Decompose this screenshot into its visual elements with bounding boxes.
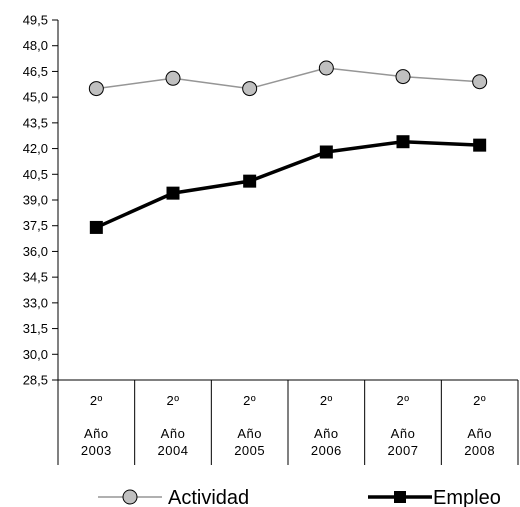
data-point-empleo [166, 186, 180, 200]
category-label: 2003 [81, 443, 112, 458]
series-lines [95, 67, 480, 230]
data-point-empleo [319, 145, 333, 159]
category-label: Año [237, 426, 262, 441]
category-label: 2º [397, 393, 410, 408]
category-label: Año [161, 426, 186, 441]
category-label: 2005 [234, 443, 265, 458]
category-labels: 2º Año 2003 2º Año 2004 2º Año 2005 2º Año 2006 2º Añ… [81, 393, 495, 458]
data-point-actividad [395, 69, 411, 85]
category-label: 2007 [388, 443, 419, 458]
y-tick-label: 33,0 [23, 295, 48, 310]
data-point-actividad [88, 81, 104, 97]
data-point-actividad [318, 60, 334, 76]
y-tick-label: 46,5 [23, 64, 48, 79]
legend-label-empleo: Empleo [433, 487, 501, 507]
data-point-empleo [243, 174, 257, 188]
y-tick-label: 36,0 [23, 244, 48, 259]
legend-item-actividad: Actividad [98, 487, 249, 507]
category-label: 2º [167, 393, 180, 408]
category-label: 2008 [464, 443, 495, 458]
y-tick-label: 49,5 [23, 13, 48, 28]
legend-label-actividad: Actividad [168, 487, 249, 507]
series-markers [88, 60, 488, 234]
legend-marker-actividad [122, 489, 138, 505]
legend-item-empleo: Empleo [368, 487, 501, 507]
y-tick-label: 48,0 [23, 38, 48, 53]
data-point-actividad [165, 70, 181, 86]
data-point-empleo [473, 138, 487, 152]
data-point-empleo [89, 220, 103, 234]
data-point-actividad [472, 74, 488, 90]
legend-marker-empleo [394, 491, 406, 503]
axes [52, 19, 519, 465]
y-tick-label: 40,5 [23, 167, 48, 182]
category-label: 2º [320, 393, 333, 408]
legend: Actividad Empleo [98, 487, 501, 507]
y-tick-label: 42,0 [23, 141, 48, 156]
data-point-actividad [242, 81, 258, 97]
y-tick-label: 28,5 [23, 373, 48, 388]
category-label: Año [84, 426, 109, 441]
series-line-actividad [96, 67, 480, 90]
y-tick-label: 31,5 [23, 321, 48, 336]
y-tick-label: 37,5 [23, 218, 48, 233]
category-label: Año [391, 426, 416, 441]
data-point-empleo [396, 135, 410, 149]
y-tick-label: 45,0 [23, 90, 48, 105]
category-label: 2º [243, 393, 256, 408]
category-label: 2006 [311, 443, 342, 458]
y-tick-labels: 28,5 30,0 31,5 33,0 34,5 36,0 37,5 39,0 40,5 42,0… [23, 13, 48, 388]
y-tick-label: 43,5 [23, 115, 48, 130]
category-label: 2º [473, 393, 486, 408]
category-label: Año [314, 426, 339, 441]
category-label: 2004 [158, 443, 189, 458]
y-tick-label: 30,0 [23, 347, 48, 362]
category-label: 2º [90, 393, 103, 408]
series-line-empleo [95, 139, 480, 230]
category-label: Año [467, 426, 492, 441]
y-tick-label: 34,5 [23, 270, 48, 285]
y-tick-label: 39,0 [23, 193, 48, 208]
